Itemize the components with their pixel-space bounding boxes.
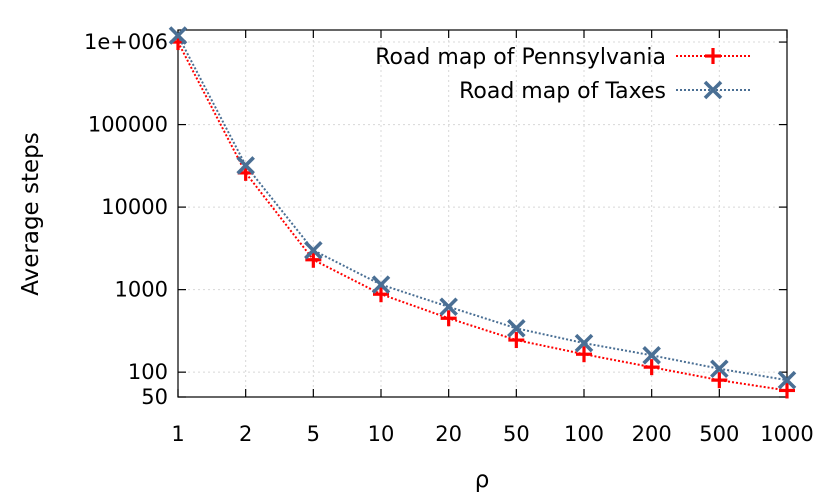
y-tick-label: 1e+006 [84,30,168,54]
y-tick-label: 10000 [101,195,168,219]
x-tick-label: 200 [632,422,672,446]
legend: Road map of Pennsylvania Road map of Taxe… [375,45,750,104]
series-1-point [373,286,389,303]
y-axis-label: Average steps [18,132,44,296]
series-2-point [507,319,526,338]
x-tick-label: 1000 [760,422,813,446]
legend-marker-1 [705,48,721,64]
series-2-point [304,240,323,260]
x-axis: 1 2 5 10 20 50 100 200 500 1000 [171,30,814,446]
series-1-point [576,346,592,363]
legend-marker-2 [703,80,723,100]
x-tick-label: 1 [171,422,184,446]
series-2-point [439,297,458,317]
x-tick-label: 10 [368,422,395,446]
legend-label-2: Road map of Taxes [459,79,666,104]
x-tick-label: 20 [435,422,462,446]
series-line-2 [177,35,788,382]
y-tick-label: 100 [128,360,168,384]
x-axis-label: ρ [475,467,490,493]
series-2-point [777,370,797,390]
series-layer [168,26,797,399]
series-2-point [710,359,729,379]
x-tick-label: 500 [699,422,739,446]
series-2-point [236,156,255,175]
y-tick-label: 50 [141,385,168,409]
series-1-point [440,310,457,327]
series-line-1 [177,41,788,392]
series-2-point [168,26,188,45]
series-2-point [371,275,391,294]
x-tick-label: 5 [307,422,320,446]
series-1-point [305,251,322,268]
plot-frame [177,29,788,398]
series-2-point [574,333,594,353]
x-tick-label: 100 [564,422,604,446]
series-1-point [643,359,660,376]
y-tick-label: 1000 [115,278,168,302]
series-1-point [711,372,728,389]
series-2-point [642,346,661,365]
series-1-point [779,382,795,399]
y-tick-label: 100000 [88,113,168,137]
x-tick-label: 50 [503,422,530,446]
x-tick-label: 2 [239,422,252,446]
legend-label-1: Road map of Pennsylvania [375,45,666,70]
series-1-point [508,332,525,349]
